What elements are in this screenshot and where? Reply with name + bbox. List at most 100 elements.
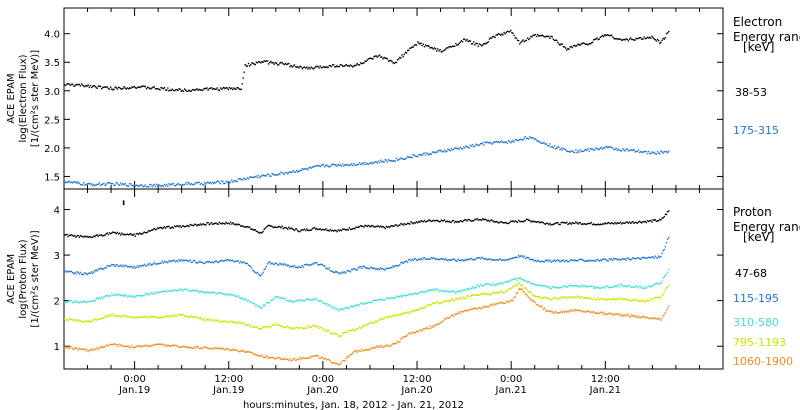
data-point — [83, 85, 85, 87]
data-point — [514, 256, 516, 258]
data-point — [476, 144, 478, 146]
data-point — [271, 262, 273, 264]
data-point — [665, 309, 668, 311]
data-point — [413, 309, 416, 312]
data-point — [405, 295, 408, 297]
data-point — [146, 294, 149, 296]
data-point — [485, 283, 487, 285]
data-point — [72, 348, 75, 351]
data-point — [404, 311, 407, 314]
data-point — [554, 39, 557, 41]
data-point — [497, 140, 500, 143]
data-point — [288, 226, 290, 229]
data-point — [647, 300, 650, 302]
data-point — [600, 286, 603, 289]
data-point — [179, 288, 181, 290]
data-point — [458, 42, 460, 45]
data-point — [359, 327, 362, 330]
data-point — [637, 287, 640, 289]
data-point — [433, 47, 436, 49]
data-point — [279, 62, 281, 64]
data-point — [153, 344, 156, 346]
data-point — [421, 290, 423, 293]
data-point — [428, 327, 430, 330]
data-point — [567, 223, 569, 226]
data-point — [586, 285, 588, 288]
data-point — [415, 44, 418, 46]
data-point — [76, 301, 78, 304]
y-axis-label-line: log(Proton Flux) — [18, 239, 29, 318]
data-point — [245, 65, 247, 67]
data-point — [356, 328, 358, 330]
data-point — [279, 357, 281, 359]
data-point — [158, 343, 160, 345]
data-point — [98, 234, 101, 236]
data-point — [372, 300, 374, 302]
data-point — [337, 310, 339, 312]
data-point — [578, 309, 580, 312]
data-point — [372, 58, 374, 60]
data-point — [191, 261, 194, 263]
data-point — [343, 65, 345, 67]
data-point — [306, 263, 308, 266]
data-point — [520, 288, 522, 291]
data-point — [132, 234, 134, 237]
data-point — [319, 165, 321, 168]
data-point — [452, 148, 455, 151]
data-point — [312, 298, 315, 300]
data-point — [488, 38, 491, 40]
data-point — [391, 267, 393, 269]
data-point — [412, 154, 414, 156]
data-point — [179, 346, 181, 349]
data-point — [213, 223, 215, 225]
data-point — [650, 317, 652, 319]
data-point — [276, 356, 279, 359]
data-point — [340, 334, 343, 337]
data-point — [572, 284, 575, 287]
data-point — [292, 169, 295, 172]
data-point — [172, 89, 175, 92]
data-point — [441, 258, 444, 260]
data-point — [118, 184, 121, 186]
data-point — [135, 87, 138, 89]
data-point — [318, 327, 320, 330]
data-point — [196, 289, 198, 291]
data-point — [223, 293, 225, 295]
data-point — [642, 300, 644, 302]
data-point — [449, 150, 451, 152]
data-point — [417, 155, 419, 158]
data-point — [591, 285, 594, 288]
data-point — [346, 163, 348, 166]
series-175-315 — [64, 135, 670, 188]
data-point — [290, 300, 292, 302]
data-point — [405, 335, 408, 337]
data-point — [422, 220, 425, 223]
data-point — [103, 296, 105, 299]
data-point — [198, 291, 200, 294]
data-point — [549, 310, 551, 312]
data-point — [346, 356, 348, 358]
data-point — [192, 259, 195, 262]
data-point — [603, 311, 605, 313]
data-point — [327, 66, 329, 69]
data-point — [621, 283, 623, 286]
data-point — [239, 88, 241, 91]
data-point — [265, 265, 268, 268]
data-point — [241, 323, 243, 325]
data-point — [622, 39, 624, 41]
data-point — [443, 290, 446, 292]
data-point — [98, 318, 101, 320]
data-point — [592, 39, 595, 41]
data-point — [578, 258, 580, 261]
data-point — [515, 220, 518, 223]
data-point — [311, 263, 314, 265]
data-point — [302, 266, 305, 268]
data-point — [213, 182, 215, 185]
data-point — [557, 146, 559, 148]
data-point — [429, 152, 431, 155]
data-point — [441, 290, 444, 292]
data-point — [106, 294, 108, 297]
data-point — [262, 305, 264, 307]
data-point — [298, 170, 300, 172]
data-point — [174, 225, 177, 228]
